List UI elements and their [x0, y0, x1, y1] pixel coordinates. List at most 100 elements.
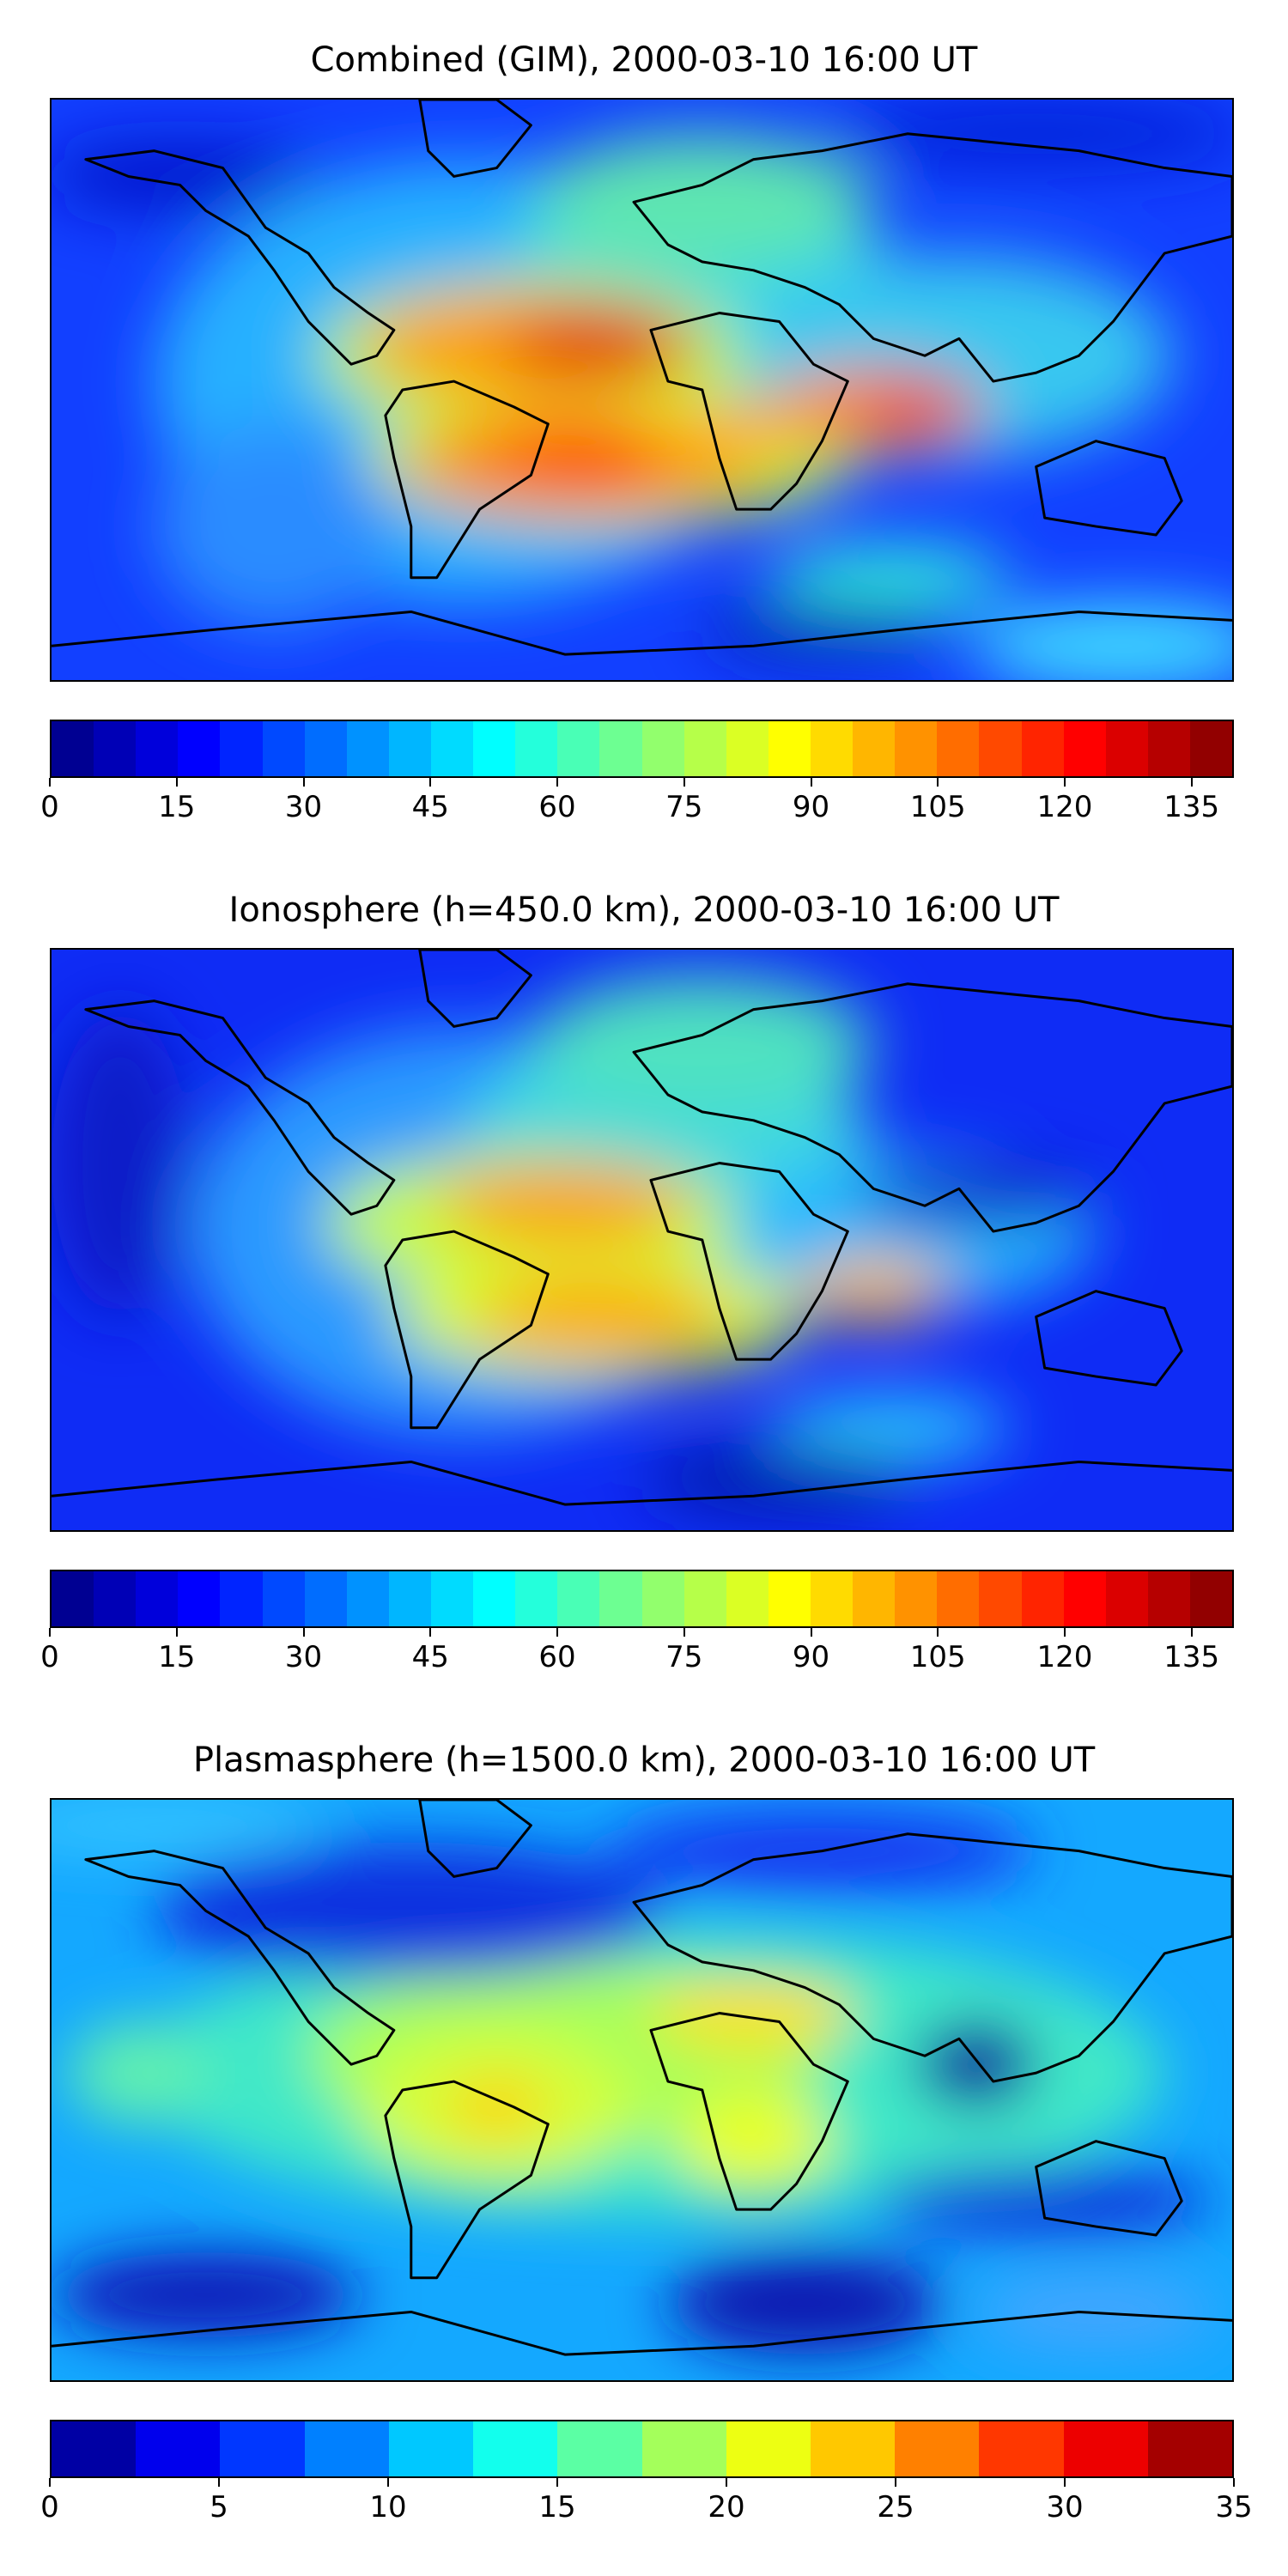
australia-coast — [1035, 2140, 1183, 2237]
tick-mark — [302, 778, 305, 787]
tick-label: 15 — [158, 1640, 196, 1674]
greenland-coast — [418, 950, 532, 1028]
colorbar-segment — [262, 721, 305, 776]
colorbar-segment — [52, 2421, 137, 2476]
colorbar-segment — [810, 2421, 896, 2476]
colorbar-segment — [557, 2421, 642, 2476]
antarctica-coast — [52, 1460, 1232, 1506]
field-blob — [445, 2078, 549, 2136]
colorbar-segment — [937, 1571, 980, 1626]
tick-mark — [1190, 1628, 1193, 1637]
colorbar-segment — [810, 721, 854, 776]
tick-label: 30 — [1046, 2490, 1084, 2524]
field-blob — [52, 1009, 189, 1317]
colorbar-segment — [388, 2421, 474, 2476]
colorbar-segment — [1105, 1571, 1148, 1626]
colorbar-segment — [473, 721, 516, 776]
heatmap-svg — [52, 950, 1232, 1530]
greenland-coast — [418, 100, 532, 178]
africa-coast — [649, 312, 849, 511]
field-blob — [52, 2251, 360, 2338]
field-blob — [641, 402, 797, 471]
colorbar-segment — [304, 2421, 389, 2476]
field-blob — [856, 381, 976, 433]
antarctica-coast — [52, 610, 1232, 656]
colorbar-segment — [430, 721, 474, 776]
australia-coast — [1035, 1290, 1183, 1387]
field-blob — [873, 2166, 1217, 2235]
tick-label: 0 — [40, 790, 59, 824]
colorbar-segment — [599, 1571, 642, 1626]
tick-label: 0 — [40, 1640, 59, 1674]
colorbar-segment — [136, 1571, 179, 1626]
tick-label: 30 — [284, 1640, 323, 1674]
colorbar-segment — [641, 2421, 726, 2476]
colorbar-segment — [1021, 721, 1064, 776]
field-blob — [676, 2090, 831, 2193]
tick-label: 25 — [877, 2490, 914, 2524]
greenland-coast — [418, 1800, 532, 1878]
field-blob — [650, 1978, 857, 2048]
colorbar-segment — [557, 721, 600, 776]
tick-mark — [302, 1628, 305, 1637]
tick-mark — [810, 1628, 812, 1637]
colorbar-ticks: 0 5 10 15 20 25 30 35 — [40, 2478, 1253, 2530]
tick-label: 75 — [665, 1640, 703, 1674]
colorbar-segment — [557, 1571, 600, 1626]
colorbar-segment — [937, 721, 980, 776]
tick-mark — [1064, 1628, 1066, 1637]
colorbar-segment — [346, 721, 389, 776]
colorbar-segment — [473, 2421, 558, 2476]
australia-coast — [1035, 440, 1183, 537]
tick-label: 15 — [538, 2490, 576, 2524]
chart-title: Plasmasphere (h=1500.0 km), 2000-03-10 1… — [192, 1741, 1096, 1780]
eurasia-coast — [632, 132, 1232, 383]
eurasia-coast — [632, 982, 1232, 1233]
colorbar-segment — [1063, 2421, 1148, 2476]
colorbar-segment — [220, 721, 263, 776]
colorbar — [50, 720, 1234, 778]
field-blob — [770, 543, 1011, 612]
colorbar-segment — [473, 1571, 516, 1626]
tick-label: 105 — [909, 790, 966, 824]
field-blob — [154, 423, 394, 629]
colorbar-segment — [853, 1571, 896, 1626]
field-blob — [822, 100, 1232, 168]
field-blob — [770, 1393, 1011, 1462]
colorbar-segment — [979, 1571, 1022, 1626]
colorbar-segment — [220, 2421, 305, 2476]
colorbar-segment — [726, 721, 769, 776]
north-america-coast — [84, 1850, 396, 2066]
colorbar-segment — [1189, 721, 1232, 776]
chart-title: Combined (GIM), 2000-03-10 16:00 UT — [310, 40, 978, 80]
africa-coast — [649, 1162, 849, 1361]
tick-mark — [683, 778, 685, 787]
tick-mark — [1233, 2478, 1235, 2487]
panel-ionosphere: Ionosphere (h=450.0 km), 2000-03-10 16:0… — [0, 850, 1288, 1709]
colorbar-segment — [726, 2421, 811, 2476]
tick-label: 90 — [792, 790, 830, 824]
colorbar-segment — [1063, 1571, 1106, 1626]
colorbar-segment — [979, 721, 1022, 776]
colorbar-ticks: 0 15 30 45 60 75 90 105 120 135 — [40, 1628, 1234, 1680]
map-plot — [50, 1798, 1234, 2382]
eurasia-coast — [632, 1832, 1232, 2083]
colorbar-segment — [136, 721, 179, 776]
coastlines — [52, 950, 1232, 1506]
field-blob — [531, 975, 874, 1112]
colorbar-segment — [430, 1571, 474, 1626]
field-blob — [436, 1167, 694, 1244]
tick-label: 5 — [210, 2490, 228, 2524]
field-blob — [496, 428, 668, 488]
heatmap-svg — [52, 1800, 1232, 2380]
tick-mark — [175, 1628, 178, 1637]
colorbar-segment — [895, 1571, 938, 1626]
panel-plasmasphere: Plasmasphere (h=1500.0 km), 2000-03-10 1… — [0, 1700, 1288, 2576]
tick-label: 60 — [538, 1640, 576, 1674]
colorbar-segment — [262, 1571, 305, 1626]
colorbar-segment — [1147, 1571, 1190, 1626]
panel-combined: Combined (GIM), 2000-03-10 16:00 UT — [0, 0, 1288, 859]
africa-coast — [649, 2012, 849, 2211]
tick-label: 135 — [1163, 1640, 1220, 1674]
tick-label: 45 — [411, 790, 449, 824]
